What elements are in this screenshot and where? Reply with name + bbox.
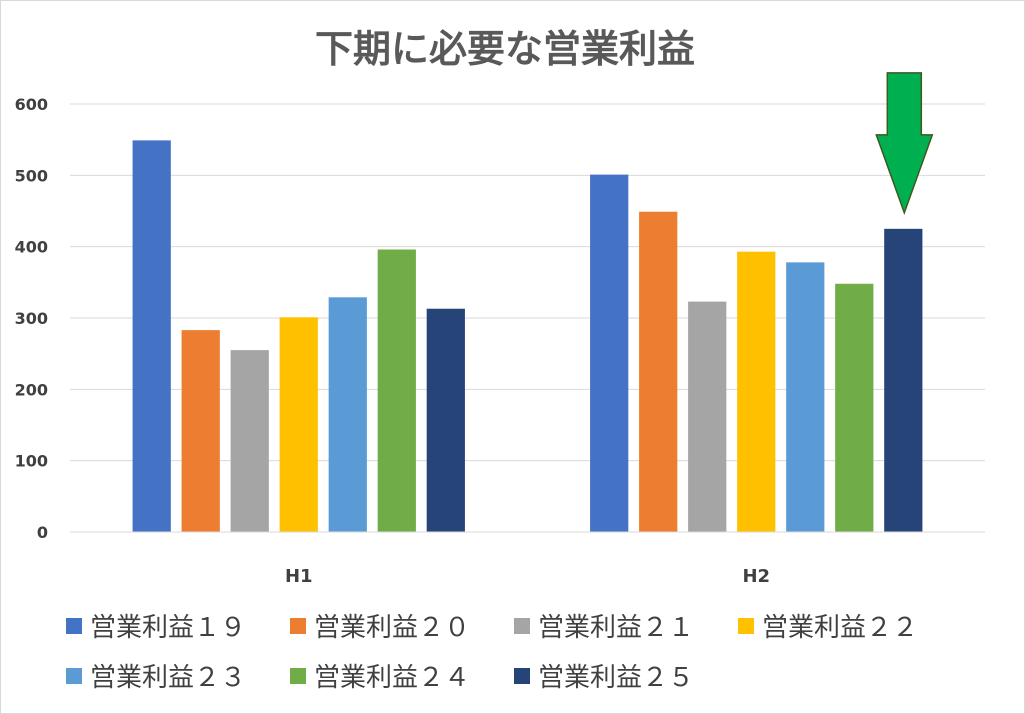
bar	[377, 249, 416, 532]
legend-label: 営業利益１９	[90, 613, 246, 643]
x-axis: H1 H2	[70, 531, 985, 587]
legend-label: 営業利益２４	[314, 663, 470, 693]
bar	[737, 251, 776, 532]
bar	[181, 330, 220, 532]
legend-label: 営業利益２０	[314, 613, 470, 643]
y-tick-label: 600	[15, 95, 48, 114]
bar	[328, 297, 367, 532]
legend-swatch	[514, 668, 530, 684]
bar	[590, 174, 629, 532]
y-tick-label: 200	[15, 380, 48, 399]
bar	[132, 140, 171, 532]
bar	[426, 308, 465, 532]
y-tick-label: 0	[37, 523, 48, 542]
legend-swatch	[290, 668, 306, 684]
bar	[884, 228, 923, 533]
annotation	[875, 72, 934, 216]
x-tick-label: H2	[742, 566, 770, 587]
bars	[132, 140, 923, 533]
bar	[279, 317, 318, 532]
legend-label: 営業利益２１	[538, 613, 694, 643]
bar	[786, 262, 825, 532]
legend-swatch	[290, 618, 306, 634]
bar	[688, 301, 727, 532]
y-tick-label: 500	[15, 166, 48, 185]
legend: 営業利益１９ 営業利益２０ 営業利益２１ 営業利益２２ 営業利益２３ 営業利益２４ 営業利益…	[66, 613, 918, 693]
y-axis: 0 100 200 300 400 500 600	[15, 95, 48, 542]
y-tick-label: 400	[15, 238, 48, 257]
legend-label: 営業利益２５	[538, 663, 694, 693]
legend-swatch	[66, 618, 82, 634]
legend-swatch	[738, 618, 754, 634]
x-tick-label: H1	[285, 566, 313, 587]
down-arrow-icon	[875, 72, 934, 216]
bar	[835, 283, 874, 532]
legend-swatch	[66, 668, 82, 684]
legend-label: 営業利益２３	[90, 663, 246, 693]
bar	[639, 211, 678, 533]
bar	[230, 350, 269, 532]
y-tick-label: 100	[15, 452, 48, 471]
legend-swatch	[514, 618, 530, 634]
legend-label: 営業利益２２	[762, 613, 918, 643]
y-tick-label: 300	[15, 309, 48, 328]
chart-title: 下期に必要な営業利益	[315, 27, 695, 71]
